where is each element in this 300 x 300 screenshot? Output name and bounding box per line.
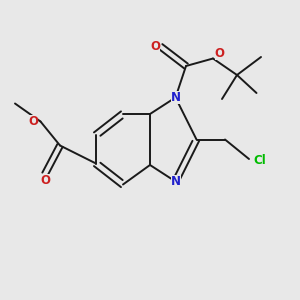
Text: O: O xyxy=(28,115,38,128)
Text: O: O xyxy=(150,40,160,53)
Text: O: O xyxy=(214,47,225,61)
Text: N: N xyxy=(170,91,181,104)
Text: Cl: Cl xyxy=(253,154,266,167)
Text: O: O xyxy=(40,174,50,187)
Text: N: N xyxy=(170,175,181,188)
